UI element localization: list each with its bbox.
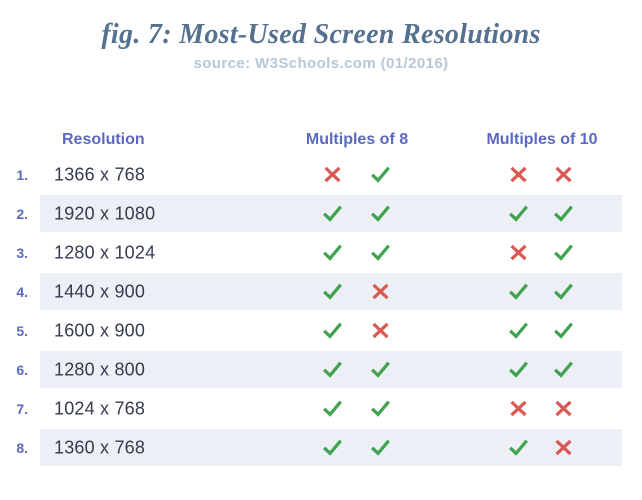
check-icon bbox=[321, 359, 343, 381]
row-number: 4. bbox=[16, 283, 28, 300]
check-icon bbox=[321, 320, 343, 342]
table-row: 5. 1600 x 900 bbox=[0, 311, 642, 350]
table-header-row: Resolution Multiples of 8 Multiples of 1… bbox=[0, 125, 642, 155]
resolution-table: Resolution Multiples of 8 Multiples of 1… bbox=[0, 125, 642, 467]
check-icon bbox=[321, 203, 343, 225]
resolution-value: 1920 x 1080 bbox=[54, 203, 156, 223]
cross-icon bbox=[552, 164, 574, 186]
resolution-value: 1280 x 800 bbox=[54, 359, 146, 379]
resolution-value: 1280 x 1024 bbox=[54, 242, 156, 262]
check-icon bbox=[321, 437, 343, 459]
check-icon bbox=[369, 437, 391, 459]
check-icon bbox=[369, 164, 391, 186]
cross-icon bbox=[369, 320, 391, 342]
table-row: 2. 1920 x 1080 bbox=[0, 194, 642, 233]
row-band: 1920 x 1080 bbox=[40, 195, 622, 232]
check-icon bbox=[369, 359, 391, 381]
table-row: 4. 1440 x 900 bbox=[0, 272, 642, 311]
check-icon bbox=[321, 242, 343, 264]
resolution-value: 1360 x 768 bbox=[54, 437, 146, 457]
row-band: 1366 x 768 bbox=[40, 156, 622, 193]
cross-icon bbox=[507, 398, 529, 420]
cross-icon bbox=[507, 242, 529, 264]
check-icon bbox=[507, 281, 529, 303]
check-icon bbox=[552, 320, 574, 342]
table-row: 7. 1024 x 768 bbox=[0, 389, 642, 428]
check-icon bbox=[507, 203, 529, 225]
check-icon bbox=[552, 281, 574, 303]
cross-icon bbox=[552, 437, 574, 459]
resolution-value: 1600 x 900 bbox=[54, 320, 146, 340]
check-icon bbox=[507, 320, 529, 342]
figure-source: source: W3Schools.com (01/2016) bbox=[193, 55, 449, 72]
table-row: 6. 1280 x 800 bbox=[0, 350, 642, 389]
column-header-resolution: Resolution bbox=[62, 131, 145, 148]
row-band: 1280 x 800 bbox=[40, 351, 622, 388]
row-number: 8. bbox=[16, 439, 28, 456]
row-number: 3. bbox=[16, 244, 28, 261]
row-number: 6. bbox=[16, 361, 28, 378]
resolution-value: 1366 x 768 bbox=[54, 164, 146, 184]
column-header-multiples-of-10: Multiples of 10 bbox=[486, 131, 598, 148]
cross-icon bbox=[552, 398, 574, 420]
table-row: 8. 1360 x 768 bbox=[0, 428, 642, 467]
table-row: 1. 1366 x 768 bbox=[0, 155, 642, 194]
check-icon bbox=[507, 437, 529, 459]
check-icon bbox=[369, 242, 391, 264]
row-number: 5. bbox=[16, 322, 28, 339]
resolution-value: 1440 x 900 bbox=[54, 281, 146, 301]
cross-icon bbox=[369, 281, 391, 303]
check-icon bbox=[507, 359, 529, 381]
row-number: 2. bbox=[16, 205, 28, 222]
figure-header: fig. 7: Most-Used Screen Resolutions sou… bbox=[0, 0, 642, 73]
check-icon bbox=[369, 398, 391, 420]
row-band: 1024 x 768 bbox=[40, 390, 622, 427]
row-band: 1440 x 900 bbox=[40, 273, 622, 310]
resolution-value: 1024 x 768 bbox=[54, 398, 146, 418]
figure-title: fig. 7: Most-Used Screen Resolutions bbox=[101, 19, 541, 50]
row-number: 7. bbox=[16, 400, 28, 417]
check-icon bbox=[552, 242, 574, 264]
table-body: 1. 1366 x 768 2. 1920 x 1080 3. 128 bbox=[0, 155, 642, 467]
check-icon bbox=[552, 203, 574, 225]
check-icon bbox=[321, 281, 343, 303]
row-band: 1280 x 1024 bbox=[40, 234, 622, 271]
column-header-multiples-of-8: Multiples of 8 bbox=[305, 131, 409, 148]
cross-icon bbox=[507, 164, 529, 186]
row-band: 1600 x 900 bbox=[40, 312, 622, 349]
table-row: 3. 1280 x 1024 bbox=[0, 233, 642, 272]
cross-icon bbox=[321, 164, 343, 186]
row-band: 1360 x 768 bbox=[40, 429, 622, 466]
check-icon bbox=[552, 359, 574, 381]
row-number: 1. bbox=[16, 166, 28, 183]
check-icon bbox=[369, 203, 391, 225]
check-icon bbox=[321, 398, 343, 420]
